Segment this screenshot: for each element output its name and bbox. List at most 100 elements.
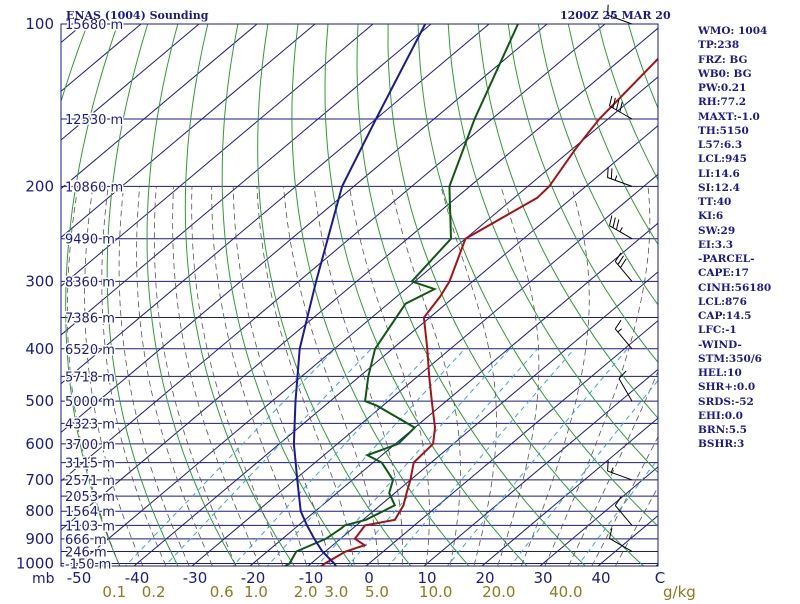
height-label: 3700 m xyxy=(65,438,115,453)
pressure-tick-label: 600 xyxy=(25,435,54,453)
height-label: 5000 m xyxy=(65,395,115,410)
chart-title: ENAS (1004) Sounding xyxy=(66,9,208,22)
sounding-stat: CAPE:17 xyxy=(698,266,798,280)
moist-adiabat xyxy=(314,186,402,575)
sounding-stat: MAXT:-1.0 xyxy=(698,110,798,124)
sounding-stat: -PARCEL- xyxy=(698,252,798,266)
sounding-stat: L57:6.3 xyxy=(698,138,798,152)
pressure-tick-label: 900 xyxy=(25,530,54,548)
sounding-stat: TP:238 xyxy=(698,38,798,52)
parcel-line xyxy=(294,24,425,567)
dry-adiabat xyxy=(292,0,477,575)
pressure-tick-label: 300 xyxy=(25,272,54,290)
sounding-stat: LI:14.6 xyxy=(698,167,798,181)
moist-adiabat xyxy=(441,186,497,575)
mixing-ratio-tick-label: 2.0 xyxy=(294,583,318,600)
height-label: 5718 m xyxy=(65,370,115,385)
sounding-stat: CAP:14.5 xyxy=(698,309,798,323)
moist-adiabat xyxy=(541,186,650,575)
wind-barb-feather xyxy=(616,220,618,230)
moist-adiabat xyxy=(137,186,217,575)
sounding-stat: TH:5150 xyxy=(698,124,798,138)
moist-adiabat xyxy=(350,186,430,575)
dry-adiabat xyxy=(107,0,183,575)
sounding-stat: BRN:5.5 xyxy=(698,423,798,437)
moist-adiabat xyxy=(257,186,356,575)
height-label: 1564 m xyxy=(65,505,115,520)
mixing-ratio-tick-label: 1.0 xyxy=(244,583,268,600)
pressure-tick-label: 400 xyxy=(25,340,54,358)
mixing-ratio-line xyxy=(340,349,537,575)
sounding-stat: KI:6 xyxy=(698,209,798,223)
mixing-ratio-tick-label: 0.1 xyxy=(102,583,126,600)
wind-barb-feather xyxy=(611,168,612,178)
height-label: 9490 m xyxy=(65,233,115,248)
sounding-stat: BSHR:3 xyxy=(698,437,798,451)
moist-adiabat xyxy=(233,186,332,575)
dewpoint-line xyxy=(284,24,518,567)
wind-barb-feather xyxy=(615,320,621,329)
temperature-tick-label: -30 xyxy=(183,569,208,587)
sounding-stat: TT:40 xyxy=(698,195,798,209)
height-label: 2053 m xyxy=(65,490,115,505)
wind-barb-shaft xyxy=(615,506,632,526)
sounding-stat: LCL:945 xyxy=(698,152,798,166)
mixing-ratio-tick-label: 0.2 xyxy=(142,583,166,600)
wind-barb-feather xyxy=(608,461,609,471)
mixing-ratio-tick-label: 10.0 xyxy=(419,583,452,600)
sounding-stat: SW:29 xyxy=(698,224,798,238)
pressure-tick-label: 1000 xyxy=(16,555,54,573)
wind-barb xyxy=(609,216,632,239)
sounding-stat: SI:12.4 xyxy=(698,181,798,195)
mixing-ratio-tick-label: 0.6 xyxy=(210,583,234,600)
plot-frame xyxy=(61,24,658,566)
sounding-stat: WB0: BG xyxy=(698,67,798,81)
sounding-stat: WMO: 1004 xyxy=(698,24,798,38)
sounding-stat: -WIND- xyxy=(698,338,798,352)
sounding-stat: EHI:0.0 xyxy=(698,409,798,423)
sounding-stat: HEL:10 xyxy=(698,366,798,380)
wind-barb-feather xyxy=(608,167,609,177)
wind-barb xyxy=(608,461,632,480)
wind-barb-feather xyxy=(609,216,611,226)
wind-barb-feather xyxy=(615,497,621,506)
wind-barb-shaft xyxy=(619,379,632,402)
sounding-stat: STM:350/6 xyxy=(698,352,798,366)
pressure-tick-label: 200 xyxy=(25,177,54,195)
height-label: 8360 m xyxy=(65,275,115,290)
plot-area xyxy=(0,0,800,575)
mixing-ratio-line xyxy=(504,349,684,575)
mixing-ratio-tick-label: 40.0 xyxy=(549,583,582,600)
height-label: 10860 m xyxy=(65,180,123,195)
pressure-tick-label: 500 xyxy=(25,392,54,410)
pressure-unit-label: mb xyxy=(32,571,55,587)
sounding-stat: RH:77.2 xyxy=(698,95,798,109)
mixing-ratio-unit-label: g/kg xyxy=(663,583,696,600)
height-label: 3115 m xyxy=(65,457,115,472)
height-label: 2571 m xyxy=(65,474,115,489)
wind-barb-half-feather xyxy=(618,329,622,332)
sounding-stat: LFC:-1 xyxy=(698,323,798,337)
chart-datetime: 1200Z 25 MAR 20 xyxy=(560,9,671,22)
wind-barb-feather xyxy=(613,218,615,228)
wind-barb-feather xyxy=(609,96,611,106)
height-label: 6520 m xyxy=(65,343,115,358)
pressure-tick-label: 100 xyxy=(25,15,54,33)
temperature-tick-label: 40 xyxy=(591,569,610,587)
temperature-tick-label: -50 xyxy=(67,569,92,587)
height-label: 4323 m xyxy=(65,417,115,432)
sounding-stat: CINH:56180 xyxy=(698,281,798,295)
pressure-tick-label: 800 xyxy=(25,502,54,520)
moist-adiabat xyxy=(119,186,193,575)
pressure-tick-label: 700 xyxy=(25,471,54,489)
wind-barb-half-feather xyxy=(620,227,623,231)
sounding-stat: FRZ: BG xyxy=(698,53,798,67)
wind-barb xyxy=(615,253,632,282)
mixing-ratio-line xyxy=(259,349,464,575)
height-label: 7386 m xyxy=(65,312,115,327)
mixing-ratio-tick-label: 20.0 xyxy=(482,583,515,600)
mixing-ratio-tick-label: 5.0 xyxy=(365,583,389,600)
